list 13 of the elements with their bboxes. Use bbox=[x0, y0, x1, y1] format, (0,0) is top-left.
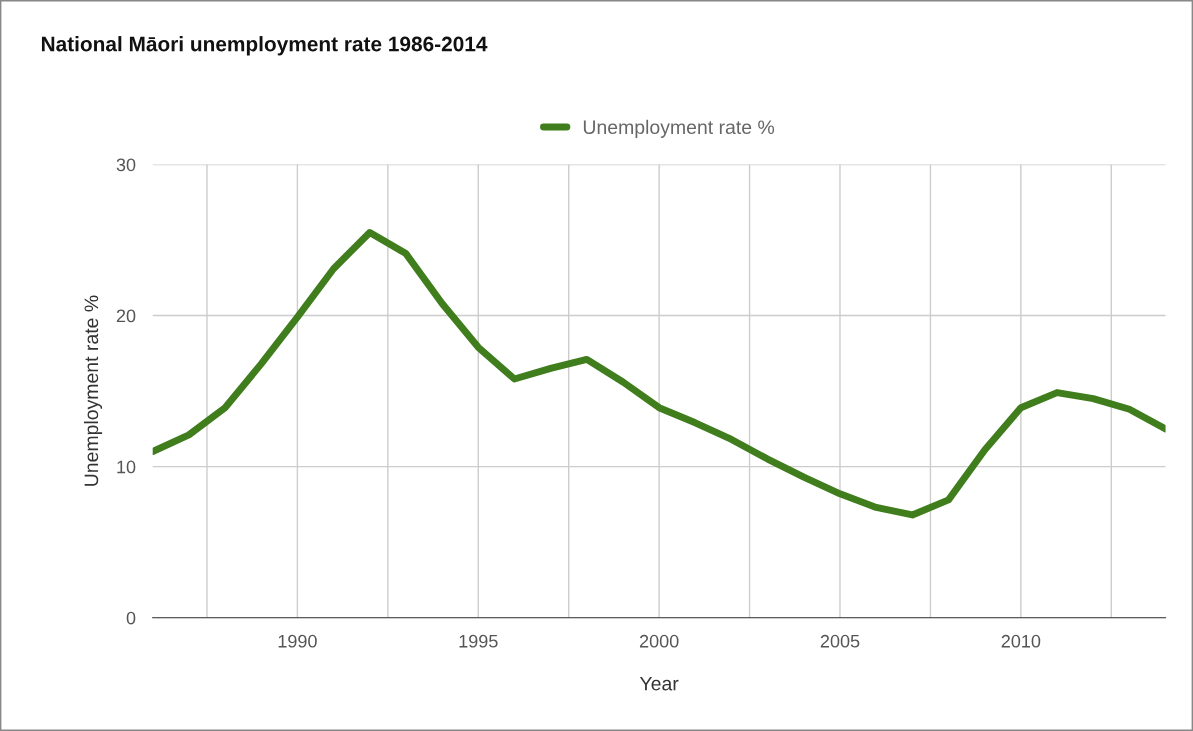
y-tick-label: 0 bbox=[126, 611, 136, 625]
chart-title: National Māori unemployment rate 1986-2014 bbox=[41, 36, 488, 56]
y-tick-label: 20 bbox=[116, 309, 136, 323]
y-axis-title: Unemployment rate % bbox=[83, 295, 103, 486]
x-tick-label: 2000 bbox=[639, 634, 679, 648]
x-tick-label: 2010 bbox=[1001, 634, 1041, 648]
y-tick-label: 30 bbox=[116, 158, 136, 172]
legend-label: Unemployment rate % bbox=[583, 119, 775, 138]
y-tick-label: 10 bbox=[117, 460, 136, 474]
x-axis-title: Year bbox=[639, 676, 679, 691]
x-tick-label: 2005 bbox=[820, 634, 860, 648]
x-tick-label: 1990 bbox=[278, 634, 317, 648]
x-tick-label: 1995 bbox=[459, 634, 498, 648]
